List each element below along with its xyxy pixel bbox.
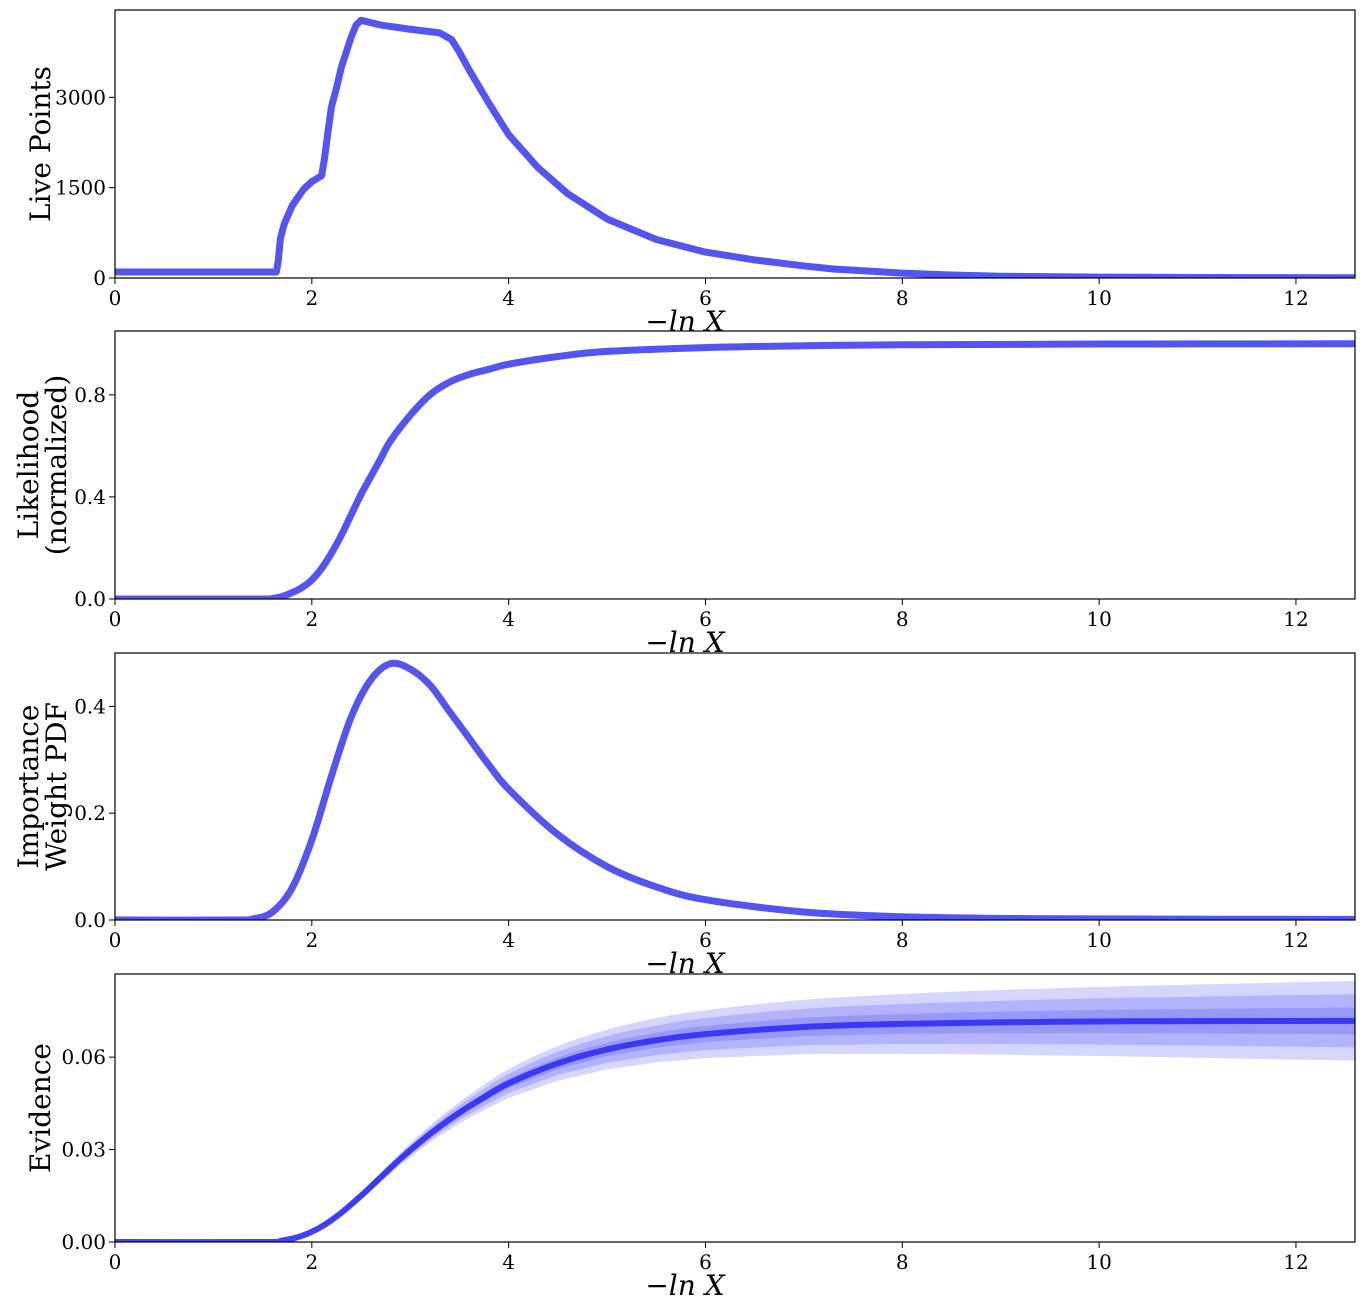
x-tick-label: 8 — [896, 607, 909, 631]
x-tick-label: 4 — [502, 1250, 515, 1274]
x-tick-label: 0 — [109, 928, 122, 952]
x-tick-label: 6 — [699, 607, 712, 631]
y-axis-label: (normalized) — [40, 375, 73, 556]
plot-frame — [114, 330, 1356, 600]
plot-frame — [114, 652, 1356, 921]
y-tick-label: 3000 — [55, 85, 106, 109]
x-tick-label: 12 — [1283, 1250, 1308, 1274]
y-tick-label: 0.00 — [61, 1230, 106, 1254]
series-line — [115, 1017, 1355, 1242]
x-tick-label: 2 — [305, 928, 318, 952]
y-tick-label: 0.8 — [74, 383, 106, 407]
x-tick-label: 0 — [109, 286, 122, 310]
y-axis-label: Weight PDF — [40, 702, 73, 871]
y-tick-label: 0.03 — [61, 1138, 106, 1162]
chart-panel-3: 0 2 4 6 8 10 12 0.0 0.2 0.4 −ln X ImportanceWeight … — [12, 652, 1356, 980]
y-axis-label: Evidence — [24, 1043, 57, 1173]
y-tick-label: 0.06 — [61, 1045, 106, 1069]
plot-frame — [114, 9, 1356, 279]
plot-area — [115, 16, 1355, 278]
x-tick-label: 2 — [305, 286, 318, 310]
x-tick-label: 2 — [305, 607, 318, 631]
x-tick-label: 8 — [896, 286, 909, 310]
x-tick-label: 12 — [1283, 607, 1308, 631]
x-tick-label: 6 — [699, 928, 712, 952]
uncertainty-band-1 — [115, 981, 1355, 1242]
y-tick-label: 1500 — [55, 176, 106, 200]
plot-frame — [114, 973, 1356, 1243]
x-axis-label: −ln X — [645, 1269, 725, 1302]
x-tick-label: 10 — [1086, 607, 1111, 631]
x-tick-label: 8 — [896, 1250, 909, 1274]
x-tick-label: 12 — [1283, 928, 1308, 952]
x-tick-label: 12 — [1283, 286, 1308, 310]
x-tick-label: 0 — [109, 607, 122, 631]
x-tick-label: 10 — [1086, 286, 1111, 310]
uncertainty-band-3 — [115, 1007, 1355, 1242]
chart-panel-2: 0 2 4 6 8 10 12 0.0 0.4 0.8 −ln X Likelihood(normal… — [12, 330, 1356, 659]
plot-area — [115, 981, 1355, 1242]
y-tick-label: 0.4 — [74, 485, 106, 509]
x-tick-label: 2 — [305, 1250, 318, 1274]
x-tick-label: 6 — [699, 286, 712, 310]
y-tick-label: 0.4 — [74, 694, 106, 718]
x-tick-label: 10 — [1086, 928, 1111, 952]
x-tick-label: 0 — [109, 1250, 122, 1274]
x-tick-label: 10 — [1086, 1250, 1111, 1274]
x-tick-label: 4 — [502, 607, 515, 631]
x-axis-label: −ln X — [645, 947, 725, 980]
chart-panel-4: 0 2 4 6 8 10 12 0.00 0.03 0.06 −ln X Evidence — [24, 973, 1356, 1302]
x-tick-label: 8 — [896, 928, 909, 952]
x-axis-label: −ln X — [645, 305, 725, 338]
series-line — [115, 659, 1355, 920]
y-tick-label: 0 — [93, 266, 106, 290]
y-tick-label: 0.0 — [74, 587, 106, 611]
y-axis-label: Live Points — [24, 66, 57, 222]
x-tick-label: 6 — [699, 1250, 712, 1274]
y-tick-label: 0.2 — [74, 801, 106, 825]
series-line — [115, 340, 1355, 599]
y-tick-label: 0.0 — [74, 908, 106, 932]
y-axis-label: Likelihood — [12, 391, 45, 540]
plot-area — [115, 659, 1355, 920]
y-axis-label: Importance — [12, 704, 45, 868]
series-line — [115, 16, 1355, 278]
x-tick-label: 4 — [502, 286, 515, 310]
chart-panel-1: 0 2 4 6 8 10 12 0 1500 3000 −ln X Live Points — [24, 9, 1356, 338]
x-axis-label: −ln X — [645, 626, 725, 659]
plot-area — [115, 340, 1355, 599]
x-tick-label: 4 — [502, 928, 515, 952]
